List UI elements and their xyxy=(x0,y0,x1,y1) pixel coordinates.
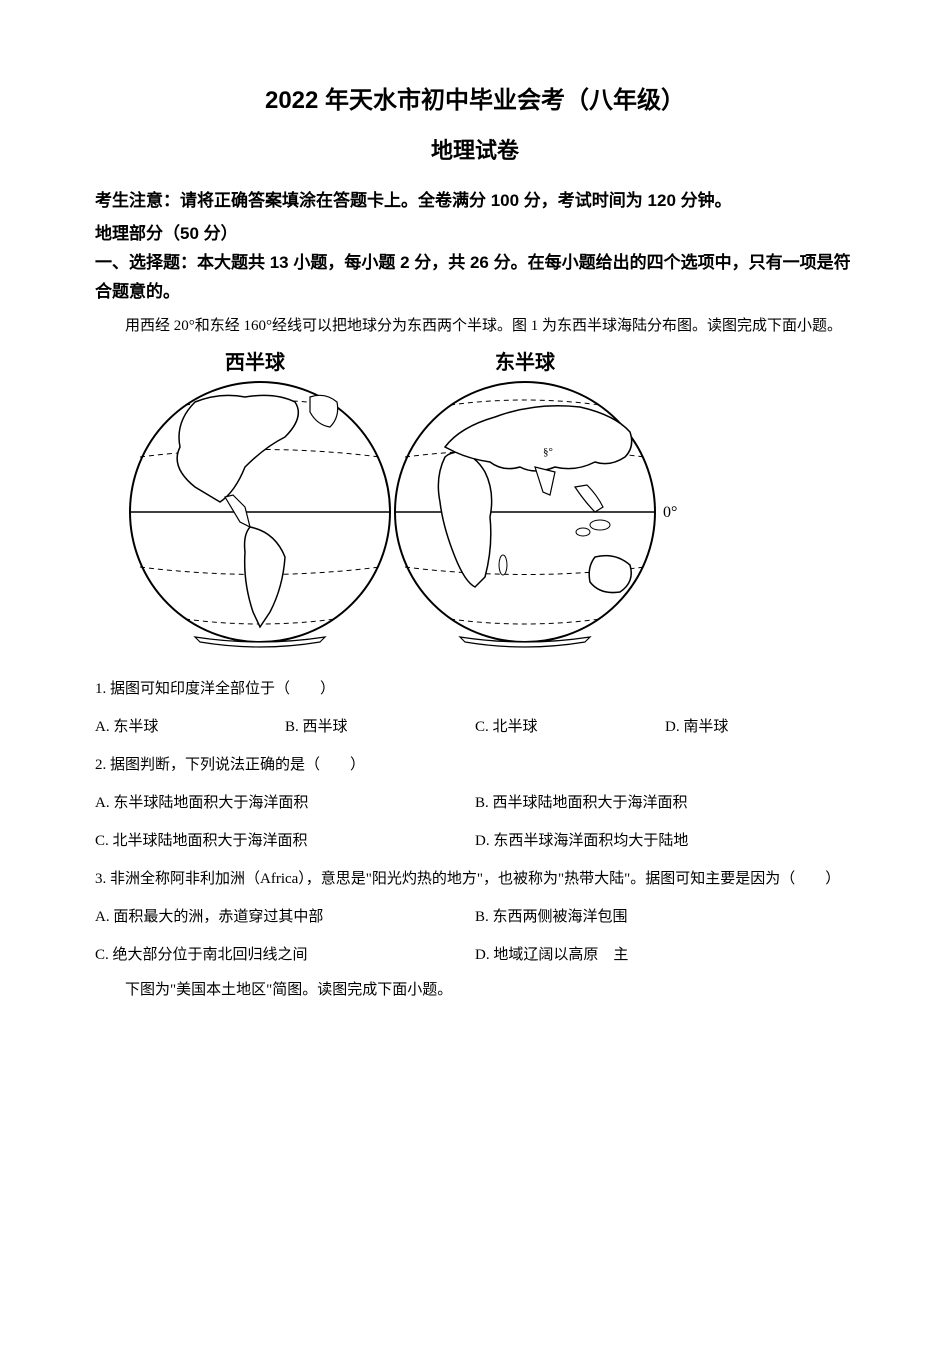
q3-options-2: C. 绝大部分位于南北回归线之间 D. 地域辽阔以高原 主 xyxy=(95,937,855,973)
q3-options-1: A. 面积最大的洲，赤道穿过其中部 B. 东西两侧被海洋包围 xyxy=(95,899,855,935)
part-label: 地理部分（50 分） xyxy=(95,220,855,249)
q3-opt-a: A. 面积最大的洲，赤道穿过其中部 xyxy=(95,899,475,935)
intro-text-1: 用西经 20°和东经 160°经线可以把地球分为东西两个半球。图 1 为东西半球… xyxy=(95,311,855,341)
q1-opt-b: B. 西半球 xyxy=(285,709,475,745)
exam-notice: 考生注意：请将正确答案填涂在答题卡上。全卷满分 100 分，考试时间为 120 … xyxy=(95,187,855,216)
equator-label: 0° xyxy=(663,504,677,521)
q2-opt-d: D. 东西半球海洋面积均大于陆地 xyxy=(475,823,855,859)
q1-opt-d: D. 南半球 xyxy=(665,709,855,745)
figure-hemispheres: 西半球 东半球 xyxy=(125,347,855,657)
q1-opt-a: A. 东半球 xyxy=(95,709,285,745)
q3-opt-c: C. 绝大部分位于南北回归线之间 xyxy=(95,937,475,973)
west-label: 西半球 xyxy=(225,350,286,374)
q3-opt-b: B. 东西两侧被海洋包围 xyxy=(475,899,855,935)
degree-marker: §° xyxy=(543,446,553,458)
q1-options: A. 东半球 B. 西半球 C. 北半球 D. 南半球 xyxy=(95,709,855,745)
west-hemisphere xyxy=(130,382,390,647)
intro-text-2: 下图为"美国本土地区"简图。读图完成下面小题。 xyxy=(95,975,855,1005)
q2-opt-a: A. 东半球陆地面积大于海洋面积 xyxy=(95,785,475,821)
q3-opt-d: D. 地域辽阔以高原 主 xyxy=(475,937,855,973)
east-label: 东半球 xyxy=(495,350,556,374)
q3-stem: 3. 非洲全称阿非利加洲（Africa），意思是"阳光灼热的地方"，也被称为"热… xyxy=(95,861,855,897)
exam-title: 2022 年天水市初中毕业会考（八年级） xyxy=(95,80,855,115)
q2-options-1: A. 东半球陆地面积大于海洋面积 B. 西半球陆地面积大于海洋面积 xyxy=(95,785,855,821)
east-hemisphere: §° xyxy=(395,382,655,647)
q1-stem: 1. 据图可知印度洋全部位于（ ） xyxy=(95,671,855,707)
q1-opt-c: C. 北半球 xyxy=(475,709,665,745)
exam-subtitle: 地理试卷 xyxy=(95,133,855,165)
q2-stem: 2. 据图判断，下列说法正确的是（ ） xyxy=(95,747,855,783)
hemispheres-svg: 西半球 东半球 xyxy=(125,347,685,657)
q2-opt-c: C. 北半球陆地面积大于海洋面积 xyxy=(95,823,475,859)
q2-opt-b: B. 西半球陆地面积大于海洋面积 xyxy=(475,785,855,821)
q2-options-2: C. 北半球陆地面积大于海洋面积 D. 东西半球海洋面积均大于陆地 xyxy=(95,823,855,859)
section-header: 一、选择题：本大题共 13 小题，每小题 2 分，共 26 分。在每小题给出的四… xyxy=(95,249,855,307)
